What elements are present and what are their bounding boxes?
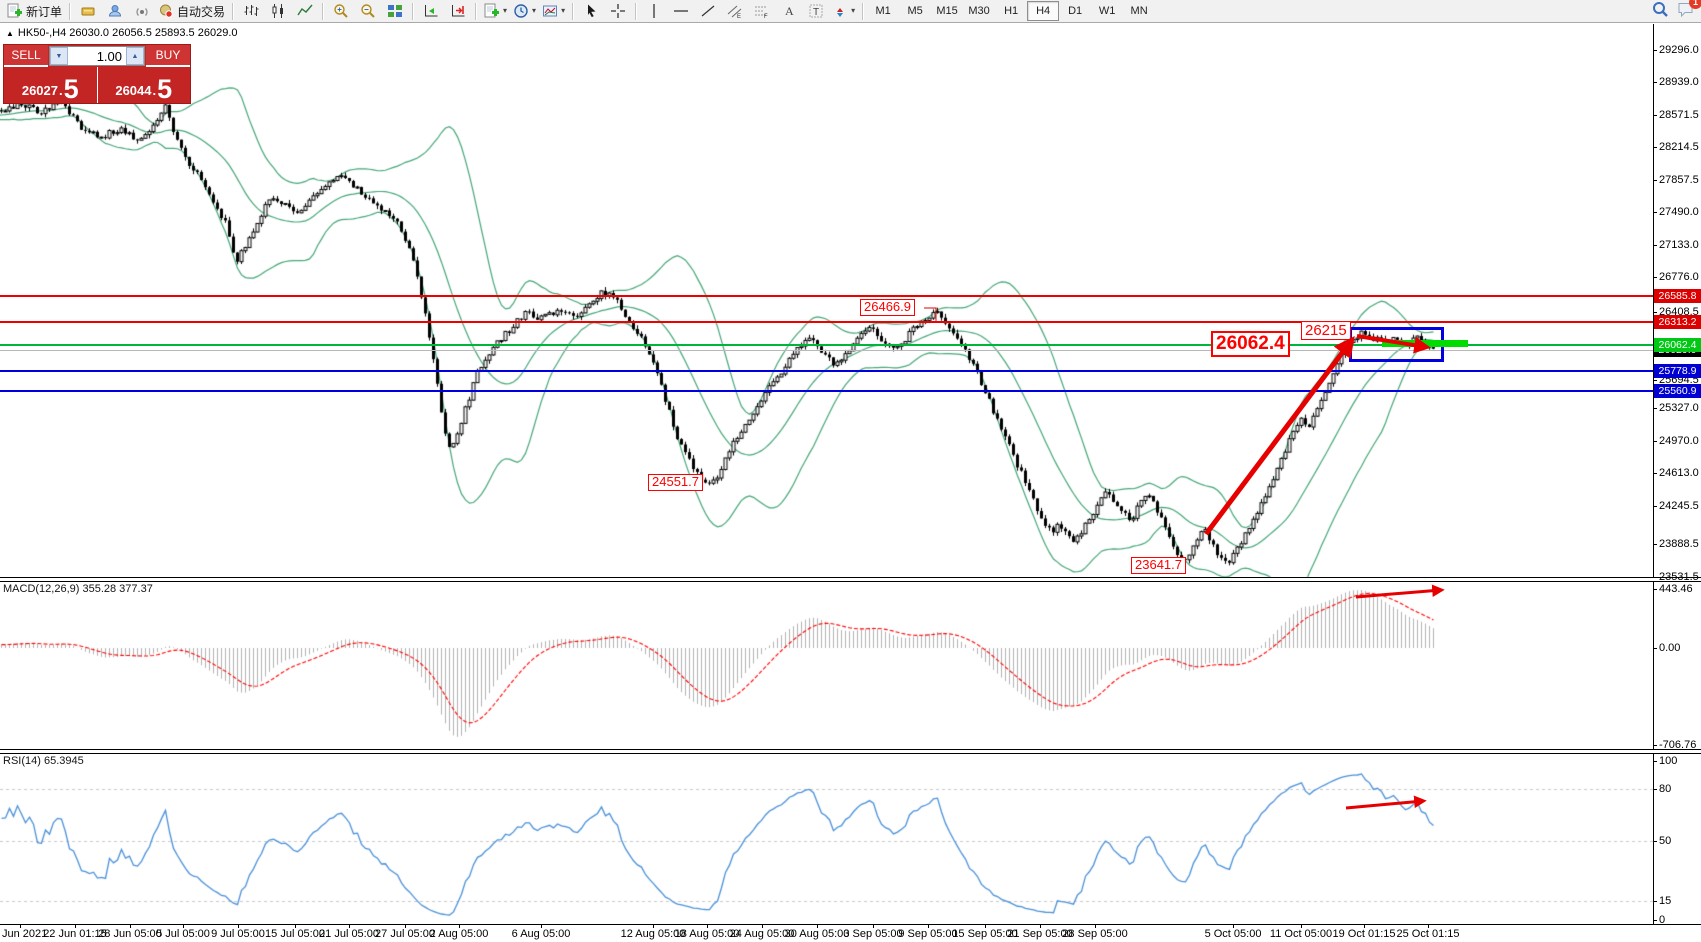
price-callout-label[interactable]: 23641.7 <box>1131 557 1186 574</box>
horizontal-level-line[interactable] <box>0 321 1653 323</box>
sell-price-dot: . <box>59 83 63 98</box>
rsi-label: RSI(14) 65.3945 <box>3 755 84 767</box>
symbol-ohlc-text: HK50-,H4 26030.0 26056.5 25893.5 26029.0 <box>17 27 238 39</box>
green-projection-bar[interactable] <box>1382 340 1468 347</box>
price-level-badge: 26585.8 <box>1654 289 1701 303</box>
volume-decrease-button[interactable]: ▼ <box>50 47 68 65</box>
symbol-header: ▲ HK50-,H4 26030.0 26056.5 25893.5 26029.… <box>6 27 238 39</box>
buy-price-pip: 5 <box>157 74 173 105</box>
price-level-badge: 25778.9 <box>1654 364 1701 378</box>
bid-price-line[interactable] <box>0 350 1653 351</box>
price-callout-label[interactable]: 26215 <box>1301 321 1351 341</box>
buy-price-main: 26044 <box>115 83 152 98</box>
volume-stepper: ▼ ▲ <box>49 46 145 66</box>
horizontal-level-line[interactable] <box>0 370 1653 372</box>
price-level-badge: 26313.2 <box>1654 315 1701 329</box>
sell-price[interactable]: 26027. 5 <box>4 67 98 103</box>
horizontal-level-line[interactable] <box>0 344 1653 346</box>
horizontal-level-line[interactable] <box>0 390 1653 392</box>
buy-price-dot: . <box>152 83 157 98</box>
one-click-trading-panel: SELL ▼ ▲ BUY 26027.5 26044.5 <box>3 44 191 104</box>
collapse-panel-icon[interactable]: ▲ <box>6 29 14 38</box>
price-level-badge: 26062.4 <box>1654 338 1701 352</box>
volume-input[interactable] <box>68 47 126 65</box>
price-level-badge: 25560.9 <box>1654 384 1701 398</box>
buy-button[interactable]: BUY <box>146 45 190 67</box>
price-callout-label[interactable]: 26466.9 <box>860 299 915 316</box>
price-callout-label[interactable]: 26062.4 <box>1211 331 1290 357</box>
volume-increase-button[interactable]: ▲ <box>126 47 144 65</box>
horizontal-level-line[interactable] <box>0 295 1653 297</box>
price-callout-label[interactable]: 24551.7 <box>648 474 703 491</box>
sell-button[interactable]: SELL <box>4 45 48 67</box>
buy-price[interactable]: 26044. 5 <box>98 67 191 103</box>
macd-label: MACD(12,26,9) 355.28 377.37 <box>3 583 153 595</box>
sell-price-pip: 5 <box>63 74 79 105</box>
sell-price-main: 26027 <box>21 83 58 98</box>
